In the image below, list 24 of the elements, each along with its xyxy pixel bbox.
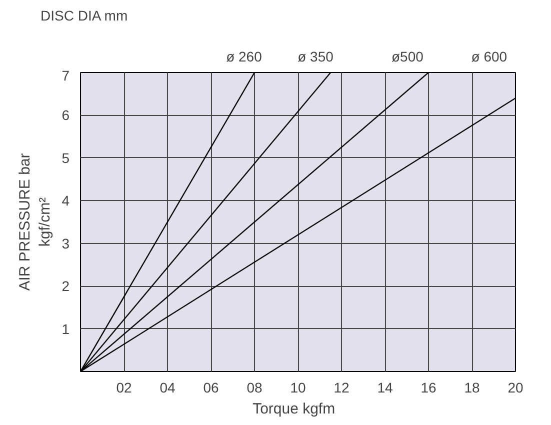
- y-tick-label: 2: [62, 278, 70, 294]
- y-axis-title: AIR PRESSURE bar kgf/cm²: [16, 153, 54, 291]
- series-label: ø 260: [226, 48, 262, 64]
- text: ø 600: [471, 48, 508, 64]
- x-tick-label: 10: [290, 380, 306, 396]
- x-tick-label: 20: [508, 380, 524, 396]
- series-label: ø500: [392, 48, 424, 64]
- x-tick-label: 02: [116, 380, 132, 396]
- y-tick-label: 7: [62, 68, 70, 84]
- y-tick-label: 3: [62, 235, 70, 252]
- y-tick-label: 5: [62, 150, 70, 166]
- y-tick-label: 4: [62, 192, 70, 209]
- x-tick-label: 16: [420, 380, 436, 396]
- y-tick-label: 6: [62, 107, 70, 124]
- series-label: ø 350: [298, 48, 334, 64]
- y-tick-label: 1: [62, 320, 70, 337]
- x-tick-label: 18: [464, 380, 480, 396]
- x-tick-label: 06: [203, 380, 219, 396]
- x-tick-label: 08: [246, 380, 262, 396]
- x-axis-title: Torque kgfm: [252, 400, 336, 418]
- x-tick-label: 14: [377, 380, 393, 396]
- chart-title: DISC DIA mm: [40, 8, 128, 24]
- x-tick-label: 12: [334, 380, 350, 396]
- x-tick-label: 04: [160, 380, 176, 396]
